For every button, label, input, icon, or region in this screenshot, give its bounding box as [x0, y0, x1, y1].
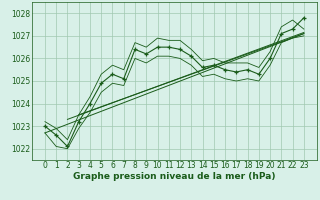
X-axis label: Graphe pression niveau de la mer (hPa): Graphe pression niveau de la mer (hPa) [73, 172, 276, 181]
